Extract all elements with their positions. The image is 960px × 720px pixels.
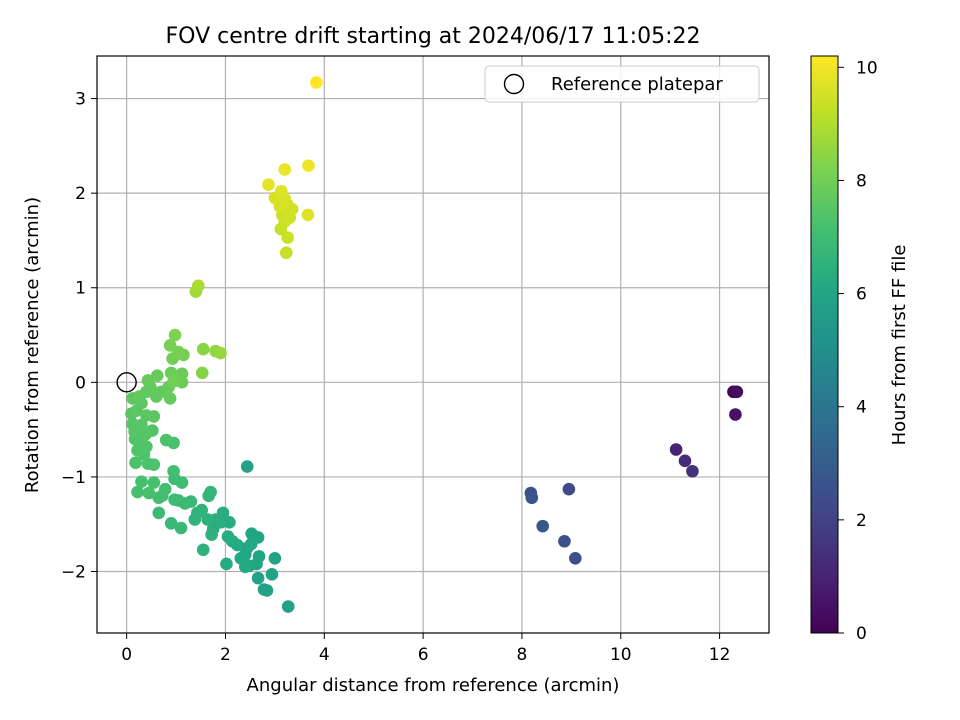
y-tick-label: 1 <box>75 279 86 299</box>
data-point <box>562 482 576 496</box>
data-point <box>167 464 180 478</box>
data-point <box>163 392 177 405</box>
data-point <box>238 560 252 574</box>
data-point <box>191 279 205 293</box>
data-point <box>536 519 549 533</box>
data-point <box>310 76 323 89</box>
data-point <box>558 534 571 548</box>
y-tick-label: −2 <box>61 563 86 583</box>
data-point <box>196 342 210 356</box>
x-tick-label: 10 <box>610 645 632 665</box>
data-point <box>302 159 315 173</box>
colorbar-tick-label: 2 <box>856 511 867 531</box>
x-axis-ticks: 0 2 4 6 8 10 12 <box>121 633 730 665</box>
data-point <box>174 521 188 535</box>
data-point <box>159 433 173 447</box>
colorbar-ticks: 0 2 4 6 8 10 <box>838 58 878 644</box>
y-tick-label: 2 <box>75 184 86 204</box>
legend-box <box>484 65 760 103</box>
x-tick-label: 12 <box>709 645 731 665</box>
data-point <box>150 369 164 383</box>
data-point <box>729 408 742 421</box>
data-point <box>139 428 152 441</box>
y-axis-ticks: −2 −1 0 1 2 3 <box>61 90 97 583</box>
data-point <box>188 513 202 526</box>
data-point <box>195 366 209 380</box>
data-point <box>260 584 274 597</box>
reference-platepar-marker <box>116 372 137 393</box>
data-point <box>196 543 210 557</box>
data-point <box>569 551 582 565</box>
data-point <box>278 163 292 176</box>
data-point <box>147 410 161 423</box>
data-point <box>268 551 282 565</box>
data-points <box>116 76 744 613</box>
x-tick-label: 2 <box>220 645 231 665</box>
data-point <box>686 464 699 478</box>
x-tick-label: 4 <box>319 645 330 665</box>
data-point <box>142 486 156 500</box>
colorbar-frame <box>810 55 839 634</box>
data-point <box>301 208 315 222</box>
colorbar-tick-label: 6 <box>856 285 867 305</box>
data-point <box>281 600 295 613</box>
data-point <box>201 513 214 526</box>
y-tick-label: 3 <box>75 90 86 110</box>
plot-frame <box>96 55 770 634</box>
legend-reference-marker <box>503 73 525 95</box>
x-tick-label: 0 <box>121 645 132 665</box>
data-point <box>126 417 139 431</box>
data-point <box>214 346 227 360</box>
data-point <box>730 385 744 399</box>
colorbar-tick-label: 10 <box>856 58 878 78</box>
data-point <box>525 491 539 505</box>
data-point <box>129 456 142 470</box>
data-point <box>168 328 182 342</box>
data-point <box>168 493 181 506</box>
data-point <box>669 443 683 456</box>
data-point <box>135 475 148 488</box>
data-point <box>220 557 233 571</box>
data-point <box>281 231 295 244</box>
colorbar-tick-label: 4 <box>856 398 867 418</box>
data-point <box>678 454 692 468</box>
data-point <box>221 530 235 543</box>
data-point <box>164 516 178 530</box>
data-point <box>167 375 180 388</box>
data-point <box>163 339 177 352</box>
data-point <box>141 374 155 387</box>
grid-lines <box>97 56 769 633</box>
data-point <box>152 506 166 520</box>
colorbar-label: Hours from first FF file <box>889 245 910 446</box>
data-point <box>175 367 189 381</box>
data-point <box>205 528 218 541</box>
data-point <box>262 178 275 191</box>
data-point <box>279 246 293 260</box>
colorbar-tick-label: 0 <box>856 624 867 644</box>
chart-title: FOV centre drift starting at 2024/06/17 … <box>166 24 701 49</box>
legend: Reference platepar <box>484 65 760 103</box>
data-point <box>147 476 161 489</box>
x-tick-label: 6 <box>418 645 429 665</box>
x-axis-label: Angular distance from reference (arcmin) <box>247 675 620 696</box>
data-point <box>131 485 144 499</box>
data-point <box>240 460 254 473</box>
data-point <box>251 571 265 585</box>
y-tick-label: −1 <box>61 468 86 488</box>
y-axis-label: Rotation from reference (arcmin) <box>22 197 43 493</box>
data-point <box>152 491 166 505</box>
data-point <box>265 568 279 581</box>
data-point <box>141 457 155 470</box>
colorbar: 0 2 4 6 8 10 Hours from first FF file <box>810 55 910 644</box>
data-point <box>275 184 288 198</box>
colorbar-tick-label: 8 <box>856 171 867 191</box>
colorbar-gradient <box>811 56 838 633</box>
data-point <box>204 485 217 499</box>
legend-label: Reference platepar <box>551 74 723 95</box>
x-tick-label: 8 <box>517 645 528 665</box>
y-tick-label: 0 <box>75 373 86 393</box>
